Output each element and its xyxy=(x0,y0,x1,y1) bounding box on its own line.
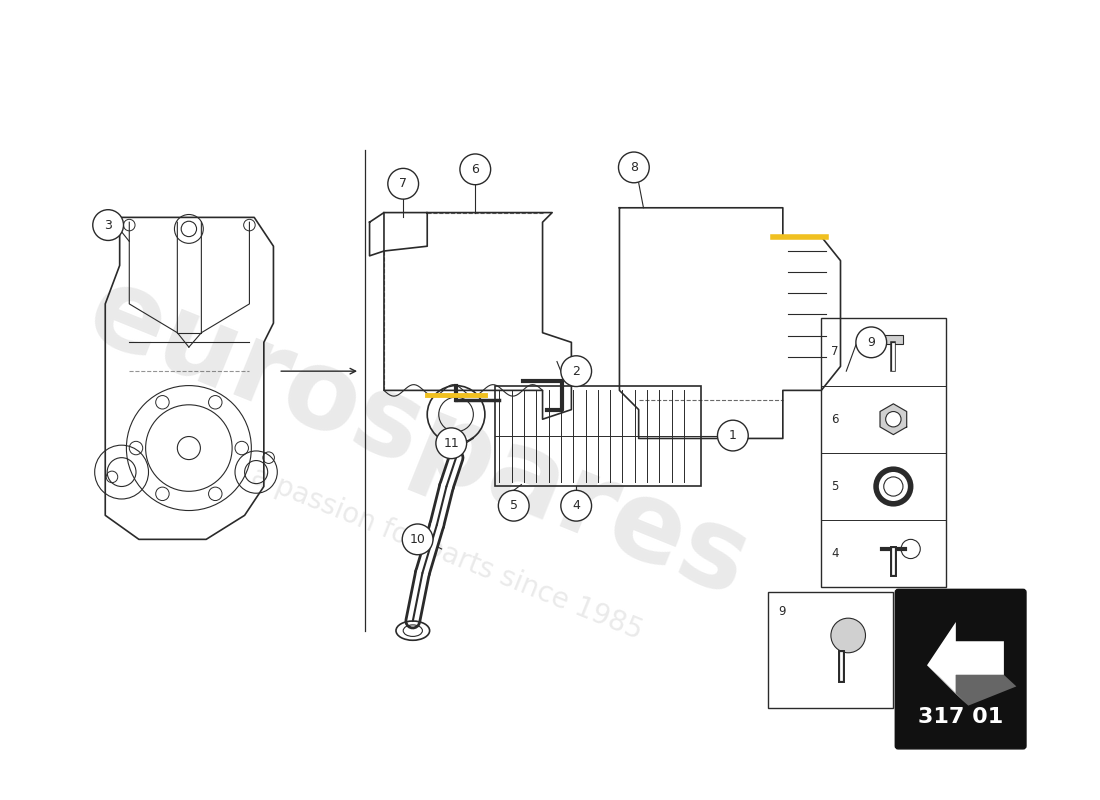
Text: 6: 6 xyxy=(471,163,480,176)
Text: 4: 4 xyxy=(572,499,580,512)
Bar xyxy=(495,386,701,486)
FancyBboxPatch shape xyxy=(895,590,1026,749)
Text: 5: 5 xyxy=(509,499,518,512)
Text: 4: 4 xyxy=(830,547,838,560)
Polygon shape xyxy=(927,622,1004,694)
Circle shape xyxy=(856,327,887,358)
Text: 9: 9 xyxy=(867,336,876,349)
Polygon shape xyxy=(956,675,1016,706)
Circle shape xyxy=(561,356,592,386)
Polygon shape xyxy=(927,666,968,706)
Circle shape xyxy=(460,154,491,185)
Circle shape xyxy=(403,524,433,554)
Bar xyxy=(769,592,893,707)
Text: a passion for parts since 1985: a passion for parts since 1985 xyxy=(246,462,646,646)
Text: 7: 7 xyxy=(399,178,407,190)
Circle shape xyxy=(561,490,592,521)
Circle shape xyxy=(717,420,748,451)
Text: 11: 11 xyxy=(443,437,459,450)
Text: 10: 10 xyxy=(409,533,426,546)
Circle shape xyxy=(92,210,123,241)
Bar xyxy=(883,334,903,344)
Text: 7: 7 xyxy=(830,346,838,358)
Bar xyxy=(822,318,946,587)
Text: 6: 6 xyxy=(830,413,838,426)
Circle shape xyxy=(388,168,419,199)
Text: 3: 3 xyxy=(104,218,112,231)
Text: 317 01: 317 01 xyxy=(918,707,1003,727)
Circle shape xyxy=(498,490,529,521)
Text: 5: 5 xyxy=(830,480,838,493)
Circle shape xyxy=(830,618,866,653)
Text: 8: 8 xyxy=(630,161,638,174)
Polygon shape xyxy=(880,404,906,434)
Circle shape xyxy=(886,411,901,427)
Circle shape xyxy=(618,152,649,182)
Circle shape xyxy=(436,428,466,458)
Text: 1: 1 xyxy=(729,429,737,442)
Text: eurospares: eurospares xyxy=(72,258,763,620)
Text: 2: 2 xyxy=(572,365,580,378)
Text: 9: 9 xyxy=(778,605,785,618)
